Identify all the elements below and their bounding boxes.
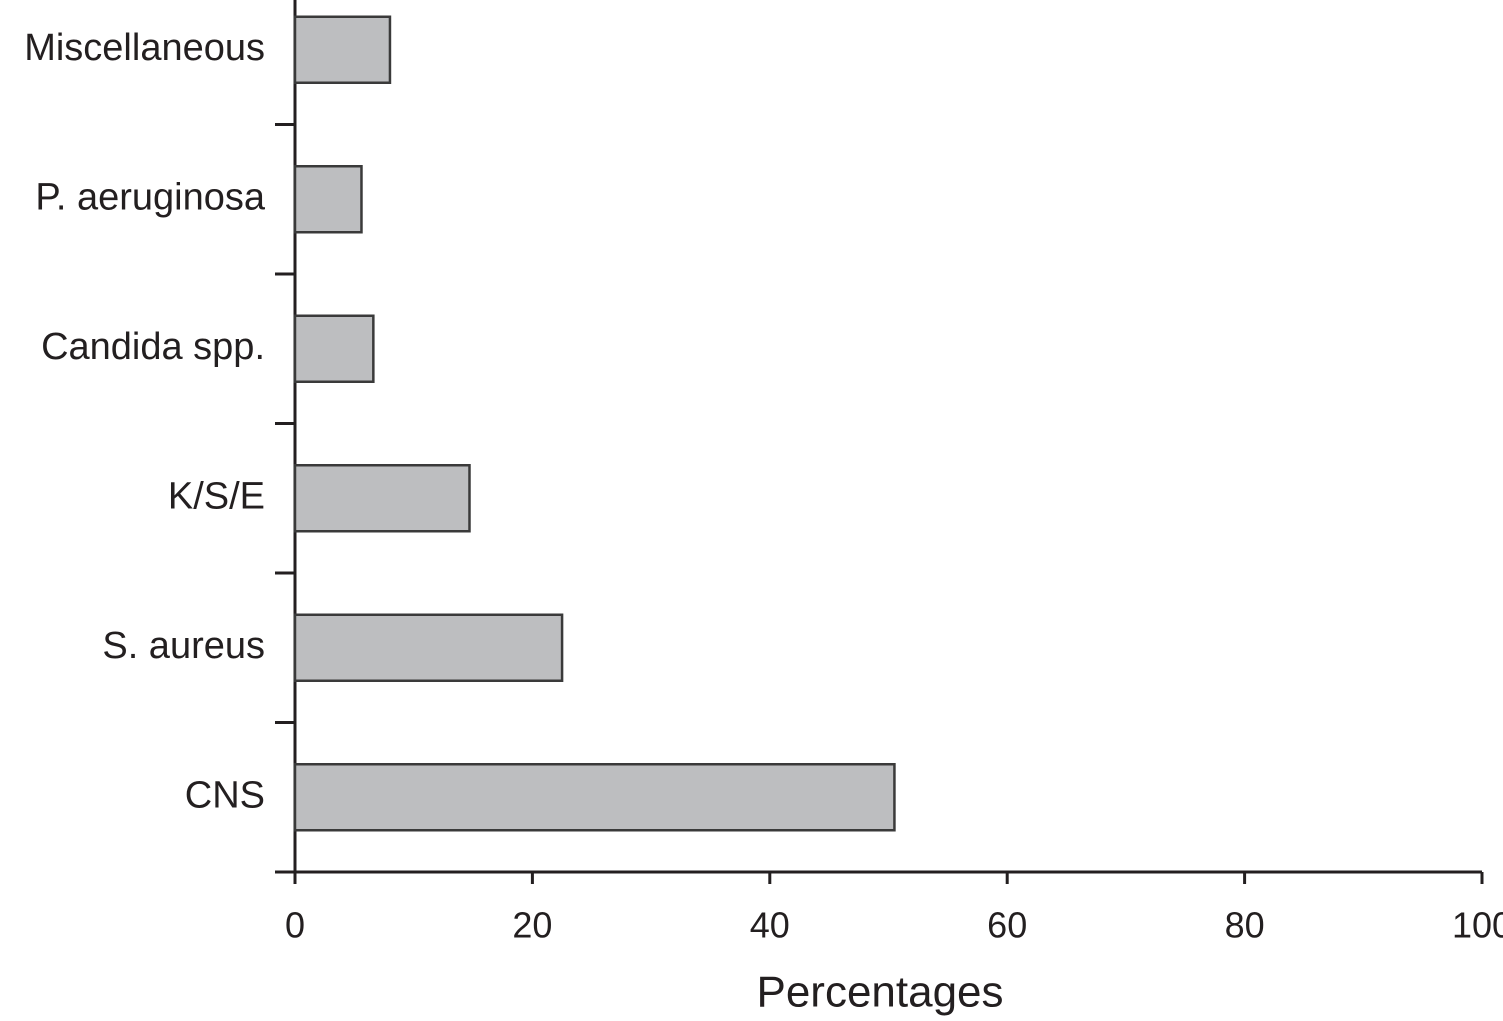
bar: [293, 165, 363, 234]
x-tick-label: 0: [285, 905, 305, 946]
bar: [293, 763, 896, 832]
y-tick-label: P. aeruginosa: [35, 176, 265, 218]
bar: [293, 314, 375, 383]
bar: [293, 613, 564, 682]
y-tick-label: Miscellaneous: [24, 27, 265, 69]
x-tick-label: 40: [750, 905, 790, 946]
x-tick-label: 80: [1225, 905, 1265, 946]
x-axis-title: Percentages: [756, 968, 1003, 1017]
x-tick-label: 20: [512, 905, 552, 946]
y-tick-label: K/S/E: [168, 475, 265, 517]
y-tick-label: CNS: [185, 774, 265, 816]
x-tick-label: 60: [987, 905, 1027, 946]
x-tick-label: 100: [1452, 905, 1503, 946]
bar: [293, 15, 392, 84]
y-tick-label: Candida spp.: [41, 326, 265, 368]
bar: [293, 464, 471, 533]
y-tick-label: S. aureus: [102, 625, 265, 667]
